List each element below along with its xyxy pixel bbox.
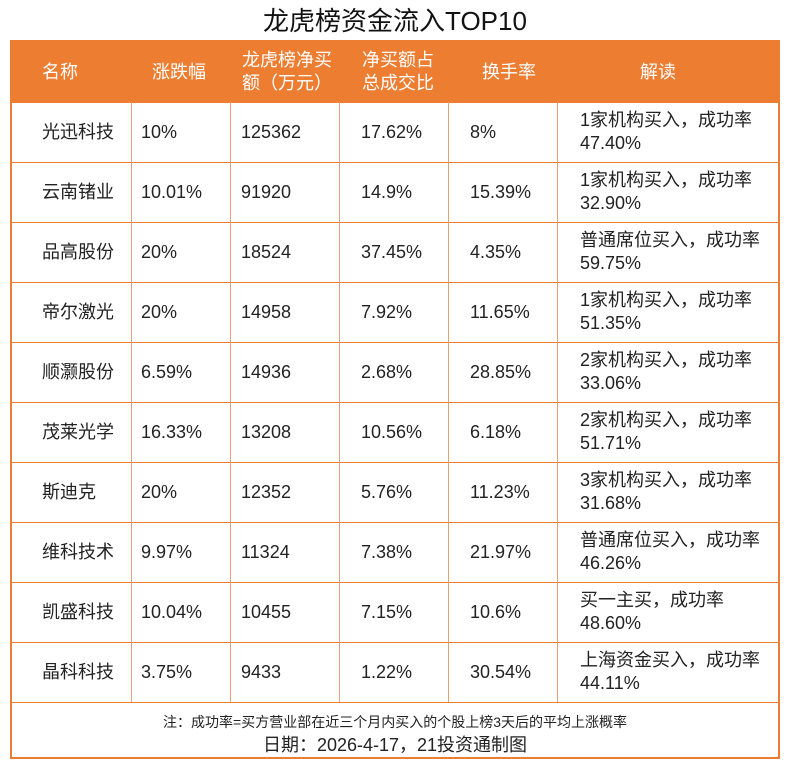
table-row: 品高股份 20% 18524 37.45% 4.35% 普通席位买入，成功率59.75%: [12, 222, 778, 282]
cell-change: 20%: [141, 301, 178, 322]
cell-net-buy: 12352: [241, 481, 292, 502]
cell-change: 10.01%: [141, 181, 203, 202]
table-row: 顺灏股份 6.59% 14936 2.68% 28.85% 2家机构买入，成功率33.06…: [12, 342, 778, 402]
cell-name: 维科技术: [42, 541, 114, 562]
column-divider: [448, 102, 449, 702]
cell-change: 16.33%: [141, 421, 203, 442]
cell-ratio: 1.22%: [361, 661, 413, 682]
header-turnover: 换手率: [482, 61, 536, 82]
cell-name: 斯迪克: [42, 481, 96, 502]
cell-note: 上海资金买入，成功率44.11%: [580, 650, 760, 693]
cell-name: 云南锗业: [42, 181, 114, 202]
cell-ratio: 7.15%: [361, 601, 413, 622]
cell-turnover: 8%: [470, 121, 497, 142]
page-title: 龙虎榜资金流入TOP10: [263, 6, 527, 36]
cell-name: 晶科科技: [42, 661, 114, 682]
header-change: 涨跌幅: [152, 61, 206, 82]
cell-turnover: 4.35%: [470, 241, 522, 262]
cell-net-buy: 91920: [241, 181, 292, 202]
table-row: 云南锗业 10.01% 91920 14.9% 15.39% 1家机构买入，成功率32.9…: [12, 162, 778, 222]
cell-change: 6.59%: [141, 361, 193, 382]
cell-ratio: 17.62%: [361, 121, 423, 142]
date-credit: 日期：2026-4-17，21投资通制图: [262, 735, 528, 755]
footnote: 注：成功率=买方营业部在近三个月内买入的个股上榜3天后的平均上涨概率: [163, 714, 627, 730]
column-divider: [557, 102, 558, 702]
cell-net-buy: 14936: [241, 361, 292, 382]
cell-name: 凯盛科技: [42, 601, 114, 622]
header-ratio: 净买额占 总成交比: [362, 42, 452, 102]
cell-turnover: 15.39%: [470, 181, 532, 202]
data-table: 名称 涨跌幅 龙虎榜净买 额（万元） 净买额占 总成交比 换手率 解读 光迅科技…: [10, 40, 780, 759]
cell-change: 20%: [141, 481, 178, 502]
header-interpretation: 解读: [640, 61, 676, 82]
cell-turnover: 30.54%: [470, 661, 532, 682]
column-divider: [131, 102, 132, 702]
cell-note: 普通席位买入，成功率59.75%: [580, 230, 760, 273]
cell-change: 3.75%: [141, 661, 193, 682]
cell-note: 3家机构买入，成功率31.68%: [580, 470, 753, 513]
table-row: 维科技术 9.97% 11324 7.38% 21.97% 普通席位买入，成功率46.26…: [12, 522, 778, 582]
table-row: 茂莱光学 16.33% 13208 10.56% 6.18% 2家机构买入，成功率51.7…: [12, 402, 778, 462]
cell-turnover: 10.6%: [470, 601, 522, 622]
cell-net-buy: 125362: [241, 121, 302, 142]
cell-turnover: 11.23%: [470, 481, 530, 502]
header-line: 额（万元）: [242, 73, 332, 93]
cell-change: 10%: [141, 121, 178, 142]
cell-ratio: 5.76%: [361, 481, 413, 502]
cell-net-buy: 11324: [241, 541, 290, 562]
cell-net-buy: 14958: [241, 301, 292, 322]
column-divider: [230, 102, 231, 702]
table-footer: 注：成功率=买方营业部在近三个月内买入的个股上榜3天后的平均上涨概率 日期：20…: [12, 702, 778, 757]
cell-ratio: 2.68%: [361, 361, 413, 382]
header-line: 龙虎榜净买: [242, 50, 332, 70]
cell-net-buy: 18524: [241, 241, 292, 262]
cell-turnover: 21.97%: [470, 541, 532, 562]
table-row: 凯盛科技 10.04% 10455 7.15% 10.6% 买一主买，成功率48.60%: [12, 582, 778, 642]
cell-note: 1家机构买入，成功率47.40%: [580, 110, 753, 153]
cell-turnover: 6.18%: [470, 421, 522, 442]
cell-net-buy: 13208: [241, 421, 292, 442]
cell-net-buy: 10455: [241, 601, 292, 622]
cell-note: 2家机构买入，成功率51.71%: [580, 410, 753, 453]
cell-note: 1家机构买入，成功率32.90%: [580, 170, 753, 213]
cell-name: 光迅科技: [42, 121, 114, 142]
cell-turnover: 28.85%: [470, 361, 532, 382]
cell-change: 10.04%: [141, 601, 203, 622]
cell-note: 普通席位买入，成功率46.26%: [580, 530, 760, 573]
cell-name: 品高股份: [42, 241, 114, 262]
header-line: 净买额占: [362, 50, 434, 70]
cell-net-buy: 9433: [241, 661, 282, 682]
cell-ratio: 7.92%: [361, 301, 413, 322]
cell-ratio: 37.45%: [361, 241, 423, 262]
header-line: 总成交比: [362, 73, 434, 93]
cell-name: 茂莱光学: [42, 421, 114, 442]
cell-note: 2家机构买入，成功率33.06%: [580, 350, 753, 393]
table-row: 晶科科技 3.75% 9433 1.22% 30.54% 上海资金买入，成功率44.11%: [12, 642, 778, 702]
table-header: 名称 涨跌幅 龙虎榜净买 额（万元） 净买额占 总成交比 换手率 解读: [12, 42, 778, 102]
table-row: 帝尔激光 20% 14958 7.92% 11.65% 1家机构买入，成功率51.35%: [12, 282, 778, 342]
header-name: 名称: [42, 61, 78, 82]
cell-name: 顺灏股份: [42, 361, 114, 382]
cell-change: 9.97%: [141, 541, 193, 562]
cell-ratio: 10.56%: [361, 421, 423, 442]
cell-note: 买一主买，成功率48.60%: [580, 590, 724, 633]
cell-note: 1家机构买入，成功率51.35%: [580, 290, 753, 333]
cell-name: 帝尔激光: [42, 301, 114, 322]
table-row: 光迅科技 10% 125362 17.62% 8% 1家机构买入，成功率47.40%: [12, 102, 778, 162]
cell-turnover: 11.65%: [470, 301, 530, 322]
header-net-buy: 龙虎榜净买 额（万元）: [242, 42, 342, 102]
column-divider: [339, 102, 340, 702]
cell-change: 20%: [141, 241, 178, 262]
cell-ratio: 14.9%: [361, 181, 413, 202]
cell-ratio: 7.38%: [361, 541, 413, 562]
table-row: 斯迪克 20% 12352 5.76% 11.23% 3家机构买入，成功率31.68%: [12, 462, 778, 522]
